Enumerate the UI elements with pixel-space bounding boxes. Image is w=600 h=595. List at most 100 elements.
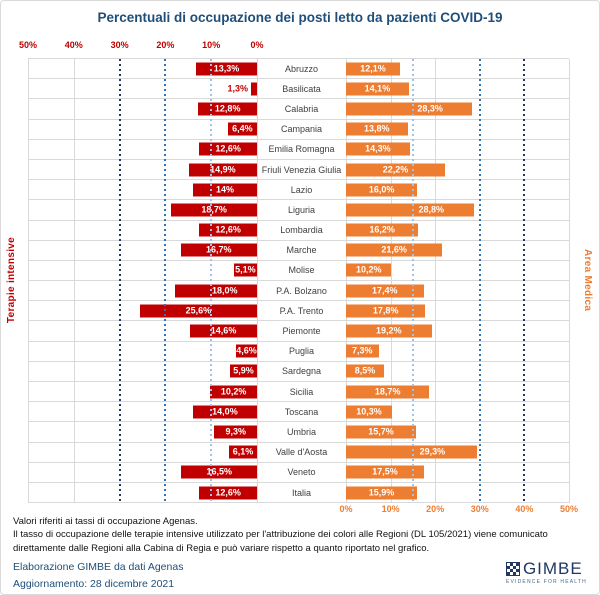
chart-row: 10,2% Sicilia 18,7% [28, 382, 569, 403]
bottom-axis: 0% 10% 20% 30% 40% 50% [339, 504, 578, 516]
am-cell: 14,3% [346, 140, 569, 159]
footer-note-2: Il tasso di occupazione delle terapie in… [13, 529, 548, 554]
ti-bar: 14% [192, 183, 257, 197]
gimbe-logo: GIMBE EVIDENCE FOR HEALTH [505, 559, 587, 585]
ti-bar-label: 25,6% [185, 305, 212, 316]
ti-bar: 14,6% [190, 324, 257, 338]
am-cell: 13,8% [346, 120, 569, 139]
region-label: Lazio [290, 184, 313, 195]
ti-bar-label: 18,7% [201, 204, 227, 215]
gimbe-logo-tagline: EVIDENCE FOR HEALTH [505, 579, 587, 585]
gimbe-logo-text: GIMBE [522, 559, 583, 578]
am-bar: 10,2% [346, 263, 392, 277]
chart-row: 12,6% Italia 15,9% [28, 483, 569, 504]
ti-cell: 16,5% [28, 463, 257, 482]
region-label: P.A. Trento [279, 305, 324, 316]
ti-cell: 13,3% [28, 59, 257, 78]
gimbe-checker-icon [505, 561, 520, 576]
ti-cell: 18,0% [28, 281, 257, 300]
ti-bar: 13,3% [196, 62, 257, 76]
chart-row: 5,9% Sardegna 8,5% [28, 362, 569, 382]
ti-bar-label: 14% [215, 184, 234, 195]
am-bar: 21,6% [346, 243, 443, 257]
chart-row: 16,5% Veneto 17,5% [28, 463, 569, 483]
top-axis-tick-label: 20% [156, 40, 175, 50]
am-bar-label: 7,3% [352, 345, 373, 356]
ti-bar-label: 12,6% [215, 487, 241, 498]
ti-bar: 18,0% [174, 284, 257, 298]
ti-bar-label: 16,5% [206, 466, 232, 477]
top-axis: 50% 40% 30% 20% 10% 0% [19, 40, 264, 52]
am-cell: 22,2% [346, 160, 569, 179]
ti-cell: 14% [28, 180, 257, 199]
am-cell: 10,2% [346, 261, 569, 280]
am-bar: 17,8% [346, 304, 426, 318]
ti-bar: 14,9% [188, 163, 257, 177]
bottom-axis-tick-label: 0% [339, 504, 353, 514]
ti-bar-label: 16,7% [205, 244, 232, 255]
am-cell: 10,3% [346, 402, 569, 421]
ti-bar: 12,6% [199, 142, 257, 156]
chart-row: 5,1% Molise 10,2% [28, 261, 569, 282]
ti-cell: 12,6% [28, 221, 257, 240]
footer-note-1: Valori riferiti ai tassi di occupazione … [13, 516, 198, 527]
am-cell: 17,8% [346, 301, 569, 320]
am-cell: 28,8% [346, 200, 569, 219]
chart-rows: 13,3% Abruzzo 12,1% 1,3% Basilicata 14,1… [28, 59, 569, 504]
chart-row: 9,3% Umbria 15,7% [28, 422, 569, 443]
am-bar: 29,3% [346, 445, 477, 459]
am-bar: 10,3% [346, 405, 392, 419]
ti-cell: 6,1% [28, 443, 257, 462]
ti-cell: 16,7% [28, 241, 257, 260]
am-cell: 29,3% [346, 443, 569, 462]
ti-bar: 12,8% [198, 102, 257, 116]
region-label: Basilicata [282, 83, 321, 94]
chart-row: 18,0% P.A. Bolzano 17,4% [28, 281, 569, 302]
am-bar-label: 16,2% [369, 224, 395, 235]
am-bar-label: 22,2% [382, 164, 409, 175]
am-bar-label: 29,3% [419, 446, 446, 457]
right-axis-title: Area Medica [582, 58, 593, 502]
am-cell: 16,0% [346, 180, 569, 199]
am-cell: 19,2% [346, 321, 569, 340]
am-bar-label: 15,9% [368, 487, 395, 498]
region-label: P.A. Bolzano [276, 285, 327, 296]
am-cell: 12,1% [346, 59, 569, 78]
am-cell: 18,7% [346, 382, 569, 401]
am-cell: 7,3% [346, 342, 569, 361]
chart-row: 14,6% Piemonte 19,2% [28, 321, 569, 342]
top-axis-tick-label: 10% [202, 40, 221, 50]
am-cell: 17,4% [346, 281, 569, 300]
am-bar: 7,3% [346, 344, 379, 358]
am-bar: 28,3% [346, 102, 473, 116]
ti-cell: 12,6% [28, 140, 257, 159]
chart-row: 14% Lazio 16,0% [28, 180, 569, 201]
ti-bar-label: 14,9% [210, 164, 236, 175]
chart-title: Percentuali di occupazione dei posti let… [97, 10, 503, 25]
region-label: Liguria [287, 204, 316, 215]
ti-bar: 18,7% [171, 203, 257, 217]
region-label: Sardegna [281, 366, 322, 377]
chart-row: 13,3% Abruzzo 12,1% [28, 59, 569, 80]
bottom-axis-tick-label: 10% [381, 504, 400, 514]
region-label: Molise [288, 265, 315, 276]
ti-cell: 9,3% [28, 422, 257, 441]
ti-cell: 5,1% [28, 261, 257, 280]
region-label: Sicilia [289, 386, 314, 397]
chart-row: 4,6% Puglia 7,3% [28, 342, 569, 362]
am-bar: 12,1% [346, 62, 400, 76]
ti-bar: 25,6% [139, 304, 257, 318]
ti-cell: 4,6% [28, 342, 257, 361]
ti-bar-label: 14,0% [212, 406, 238, 417]
region-label: Friuli Venezia Giulia [261, 164, 342, 175]
am-bar-label: 16,0% [368, 184, 395, 195]
am-cell: 15,9% [346, 483, 569, 502]
ti-bar: 6,4% [227, 122, 257, 136]
footer-source: Elaborazione GIMBE da dati Agenas [13, 560, 184, 573]
ti-bar [251, 82, 257, 96]
chart-row: 18,7% Liguria 28,8% [28, 200, 569, 221]
top-axis-tick-label: 0% [250, 40, 264, 50]
ti-bar-label: 12,6% [215, 143, 241, 154]
ti-bar-label: 1,3% [227, 83, 249, 94]
region-label: Lombardia [280, 225, 323, 236]
